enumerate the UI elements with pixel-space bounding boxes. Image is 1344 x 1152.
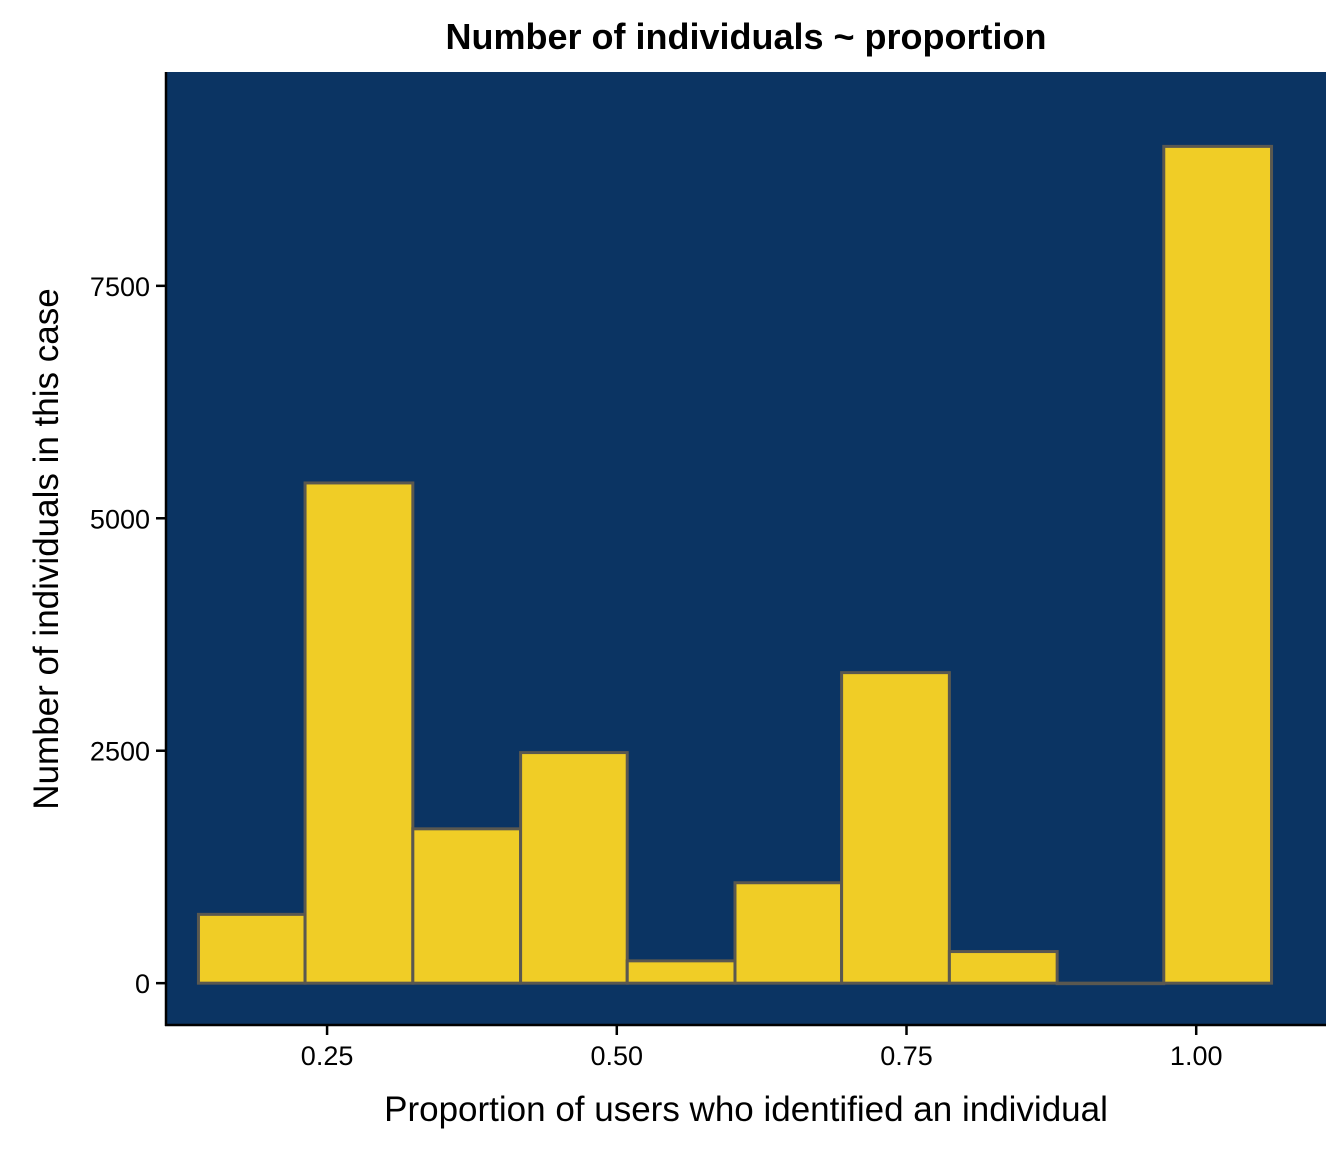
x-tick-label: 0.75	[880, 1041, 933, 1071]
bar-8	[947, 950, 1059, 985]
x-tick-label: 0.50	[591, 1041, 644, 1071]
y-tick-label: 7500	[90, 272, 150, 302]
bar-2	[303, 481, 415, 985]
y-axis-title: Number of individuals in this case	[27, 288, 66, 809]
bar-5	[625, 959, 737, 985]
bar-6	[733, 881, 844, 985]
x-tick-label: 0.25	[301, 1041, 354, 1071]
y-tick-label: 2500	[90, 737, 150, 767]
chart-title: Number of individuals ~ proportion	[445, 16, 1046, 57]
x-tick-label: 1.00	[1170, 1041, 1223, 1071]
bar-1	[196, 912, 307, 985]
bar-7	[840, 671, 951, 985]
y-ticks-group: 0 2500 5000 7500	[90, 272, 166, 999]
x-axis-title: Proportion of users who identified an in…	[384, 1090, 1108, 1129]
bar-10	[1162, 144, 1274, 985]
bar-4	[519, 751, 629, 985]
bar-9	[1055, 981, 1166, 986]
bar-3	[411, 827, 523, 985]
bars-group	[196, 144, 1274, 986]
y-tick-label: 0	[135, 969, 150, 999]
x-ticks-group: 0.25 0.50 0.75 1.00	[301, 1025, 1223, 1071]
y-tick-label: 5000	[90, 504, 150, 534]
